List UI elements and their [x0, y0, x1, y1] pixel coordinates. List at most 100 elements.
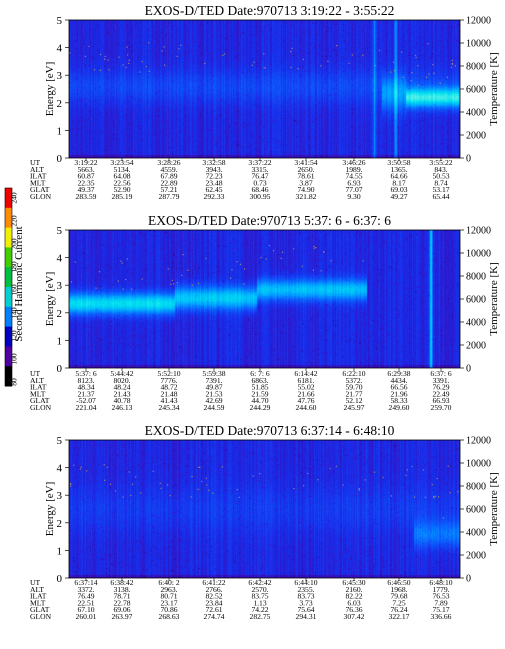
temperature-point — [99, 69, 102, 72]
temperature-point — [159, 482, 161, 485]
temperature-point — [253, 61, 255, 64]
temperature-point — [180, 274, 183, 277]
temperature-point — [301, 265, 304, 268]
temperature-point — [373, 471, 376, 473]
y-tick-label: 3 — [57, 280, 63, 292]
annotation-row-label: MLT — [30, 598, 46, 607]
y2-tick-label: 4000 — [466, 108, 486, 119]
annotation-value: 5:52:10 — [157, 369, 180, 378]
temperature-point — [312, 269, 315, 271]
annotation-value: 287.79 — [159, 192, 180, 201]
temperature-point — [70, 483, 72, 485]
annotation-value: 1989. — [345, 165, 362, 174]
temperature-point — [449, 491, 451, 494]
temperature-point — [457, 491, 459, 493]
annotation-value: 48.34 — [77, 383, 94, 392]
temperature-point — [335, 44, 338, 47]
temperature-point — [104, 58, 106, 60]
temperature-point — [130, 494, 132, 497]
y2-tick-label: 0 — [466, 574, 471, 585]
temperature-point — [417, 65, 419, 67]
temperature-point — [85, 470, 88, 472]
annotation-value: 1.13 — [253, 598, 266, 607]
temperature-point — [176, 55, 178, 58]
annotation-value: 21.77 — [345, 389, 362, 398]
annotation-value: 8020. — [113, 376, 130, 385]
annotation-value: 21.37 — [77, 389, 94, 398]
temperature-point — [272, 250, 275, 252]
annotation-value: 52.12 — [345, 396, 362, 405]
temperature-point — [315, 246, 317, 249]
y-tick-label: 5 — [57, 435, 63, 447]
annotation-value: 7776. — [160, 376, 177, 385]
annotation-value: 3:19:22 — [74, 158, 97, 167]
temperature-point — [107, 59, 109, 61]
temperature-point — [172, 283, 175, 285]
colorbar-swatch — [5, 306, 12, 328]
colorbar-ticks: 240 220 200 180 160 140 120 100 80 — [10, 192, 19, 386]
temperature-point — [358, 488, 360, 490]
temperature-point — [221, 466, 224, 468]
colorbar-tick-label: 200 — [10, 238, 19, 250]
annotation-value: 22.49 — [432, 389, 449, 398]
annotation-value: 283.59 — [76, 192, 97, 201]
annotation-value: 282.75 — [250, 612, 271, 621]
temperature-point — [187, 269, 189, 272]
colorbar-tick-label: 220 — [10, 215, 19, 227]
temperature-point — [243, 283, 245, 285]
annotation-value: 6863. — [251, 376, 268, 385]
annotation-value: 7.89 — [434, 598, 447, 607]
panel-3: EXOS-D/TED Date:970713 6:37:14 - 6:48:10… — [30, 423, 500, 621]
temperature-point — [131, 483, 134, 486]
annotation-value: 6:29:38 — [387, 369, 410, 378]
heatmap-image — [69, 440, 460, 578]
temperature-point — [141, 60, 143, 63]
temperature-point — [320, 65, 322, 67]
annotation-value: 3138. — [113, 585, 130, 594]
heatmap-image — [69, 20, 460, 158]
annotation-value: 82.22 — [345, 592, 362, 601]
annotation-value: 1365. — [390, 165, 407, 174]
y2-tick-label: 12000 — [466, 16, 491, 27]
annotation-value: 62.45 — [205, 185, 222, 194]
y-axis-label: Energy [eV] — [44, 482, 56, 536]
temperature-point — [454, 65, 457, 67]
annotation-value: 44.70 — [251, 396, 268, 405]
temperature-point — [161, 50, 163, 52]
annotation-value: 6:46:50 — [387, 578, 410, 587]
annotation-value: 76.29 — [432, 383, 449, 392]
annotation-value: 82.52 — [205, 592, 222, 601]
temperature-point — [95, 287, 97, 289]
annotation-value: 245.97 — [344, 403, 365, 412]
temperature-point — [80, 466, 82, 468]
annotation-value: 22.78 — [113, 598, 130, 607]
y2-tick-label: 12000 — [466, 226, 491, 237]
temperature-point — [290, 50, 292, 53]
y2-tick-label: 2000 — [466, 551, 486, 562]
colorbar-tick-label: 240 — [10, 192, 19, 204]
temperature-point — [108, 69, 110, 71]
annotation-value: 2160. — [345, 585, 362, 594]
temperature-point — [317, 479, 319, 481]
annotation-value: 268.63 — [159, 612, 180, 621]
colorbar-title: Second Harmonic Current — [13, 226, 25, 341]
temperature-point — [428, 73, 430, 75]
temperature-point — [121, 262, 123, 264]
temperature-point — [447, 465, 449, 467]
annotation-value: 6:42:42 — [248, 578, 271, 587]
annotation-value: 259.70 — [431, 403, 452, 412]
annotation-value: 6: 7: 6 — [250, 369, 270, 378]
annotation-value: 3:55:22 — [429, 158, 452, 167]
y-tick-label: 4 — [57, 253, 63, 265]
y-tick-label: 2 — [57, 518, 63, 530]
y-tick-label: 0 — [57, 153, 63, 165]
temperature-point — [205, 257, 207, 260]
annotation-value: 68.46 — [251, 185, 268, 194]
y2-tick-label: 8000 — [466, 272, 486, 283]
temperature-point — [170, 283, 172, 285]
y-axis-label: Energy [eV] — [44, 62, 56, 116]
annotation-value: 21.66 — [297, 389, 314, 398]
temperature-point — [313, 247, 316, 249]
annotation-value: 76.47 — [251, 172, 268, 181]
